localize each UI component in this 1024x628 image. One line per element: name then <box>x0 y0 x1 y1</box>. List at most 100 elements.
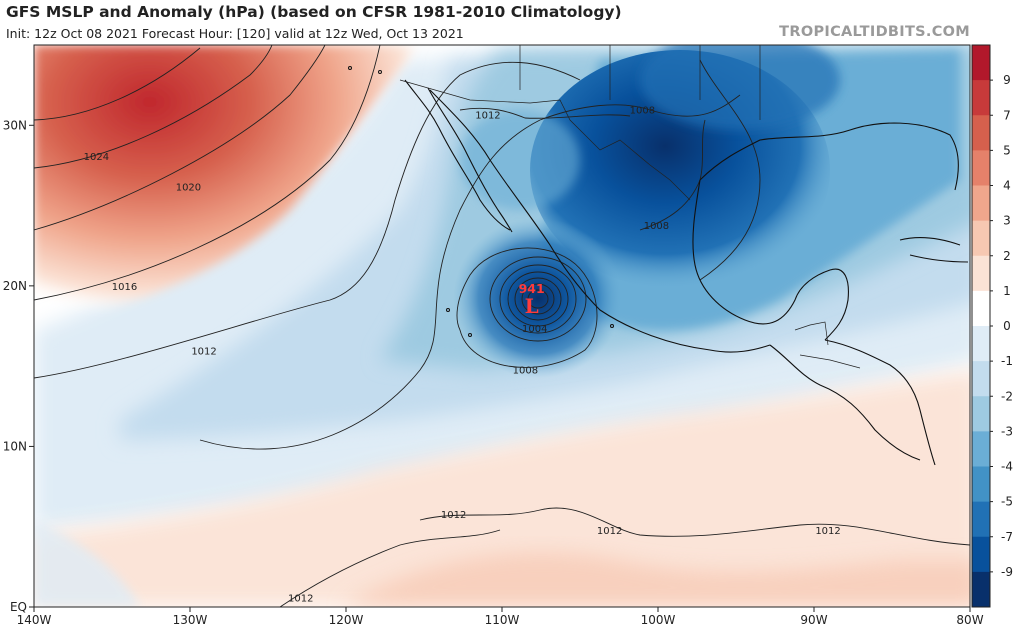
isobar-1004 <box>489 256 587 342</box>
southern-positive-region <box>34 371 970 607</box>
cuba <box>899 236 969 263</box>
island <box>610 324 614 328</box>
isobar-label: 1008 <box>513 366 538 377</box>
map-panel: 1024 1020 1016 1012 1012 1008 1008 1004 1008 1012… <box>34 45 970 607</box>
central-america-pacific-coast <box>769 344 921 461</box>
colorbar-segment <box>972 431 990 467</box>
central-america-borders <box>794 321 861 369</box>
state-borders <box>519 45 761 120</box>
cyclone-anomaly <box>453 218 623 378</box>
lon-tick-label: 130W <box>173 613 208 627</box>
isobars <box>34 45 970 607</box>
isobar-1008-east <box>699 59 761 281</box>
colorbar-tick-label: 2 <box>1003 249 1011 263</box>
lat-tick-label: 10N <box>3 439 27 453</box>
longitude-axis: 140W 130W 120W 110W 100W 90W 80W <box>17 607 984 627</box>
island <box>348 66 352 70</box>
isobar-label: 1012 <box>441 510 466 521</box>
colorbar-segment <box>972 536 990 573</box>
isobar-1008-cyclone <box>456 247 598 368</box>
colorbar-tick-label: 0 <box>1003 319 1011 333</box>
isobar-label: 1008 <box>644 221 669 232</box>
isobar-label: 1008 <box>630 105 655 116</box>
isobar-label: 1012 <box>815 526 840 537</box>
lat-tick-label: EQ <box>10 600 27 614</box>
coastlines <box>404 79 969 466</box>
colorbar-tick-label: 5 <box>1003 143 1011 157</box>
latitude-axis: 30N 20N 10N EQ <box>3 118 34 614</box>
colorbar-segment <box>972 115 990 151</box>
baja-west-coast <box>404 79 511 231</box>
island <box>378 70 382 74</box>
caribbean-coast <box>824 339 936 466</box>
isobar-1012-south <box>419 507 970 546</box>
colorbar-tick-label: 3 <box>1003 214 1011 228</box>
colorbar-segment <box>972 571 990 608</box>
island <box>446 308 450 312</box>
southwest-weak-negative <box>34 520 140 607</box>
colorbar-segment <box>972 220 990 257</box>
map-title: GFS MSLP and Anomaly (hPa) (based on CFS… <box>6 3 622 21</box>
lon-tick-label: 120W <box>329 613 364 627</box>
colorbar-segment <box>972 501 990 538</box>
colorbar-tick-label: 7 <box>1003 108 1011 122</box>
isobar-label: 1016 <box>112 282 137 293</box>
isobar-988 <box>514 277 562 321</box>
islands <box>348 66 614 337</box>
isobar-1024 <box>34 45 273 169</box>
colorbar-segment <box>972 150 990 186</box>
island <box>468 333 472 337</box>
high-positive-anomaly <box>34 45 420 330</box>
colorbar-tick-label: -7 <box>1001 530 1013 544</box>
isobar-960 <box>527 289 549 309</box>
lat-tick-label: 20N <box>3 279 27 293</box>
isobar-1020 <box>34 45 326 231</box>
colorbar: 9 7 5 4 3 2 1 0 -1 -2 -3 -4 -5 -7 -9 <box>971 44 1013 608</box>
isobar-1028 <box>34 47 201 121</box>
isobar-1012-west <box>34 61 581 379</box>
colorbar-segment <box>972 326 990 362</box>
lon-tick-label: 80W <box>956 613 983 627</box>
lon-tick-label: 90W <box>800 613 827 627</box>
us-mexico-border <box>399 79 691 201</box>
colorbar-tick-label: 4 <box>1003 179 1011 193</box>
isobar-996 <box>507 271 569 327</box>
gulf-coast <box>692 179 849 341</box>
lat-tick-label: 30N <box>3 118 27 132</box>
colorbar-segment <box>972 466 990 503</box>
baja-east-coast <box>427 87 513 233</box>
colorbar-tick-label: -3 <box>1001 424 1013 438</box>
watermark: TROPICALTIDBITS.COM <box>779 24 970 40</box>
isobar-1012-inner <box>199 94 741 450</box>
baja-low-anomaly <box>460 110 580 210</box>
isobar-1016 <box>34 45 381 301</box>
colorbar-segment <box>972 396 990 432</box>
colorbar-tick-label: -2 <box>1001 389 1013 403</box>
isobar-1000 <box>499 264 577 334</box>
cyclone-marker: 941 L <box>519 281 545 318</box>
isobar-label: 1012 <box>288 594 313 605</box>
map-subtitle: Init: 12z Oct 08 2021 Forecast Hour: [12… <box>6 26 464 41</box>
isobar-1008-north <box>459 107 631 119</box>
low-pressure-symbol: L <box>525 294 539 318</box>
isobar-label: 1004 <box>522 324 547 335</box>
lon-tick-label: 140W <box>17 613 52 627</box>
isobar-label: 1012 <box>475 110 500 121</box>
isobar-label: 1012 <box>191 346 216 357</box>
isobar-label: 1012 <box>597 526 622 537</box>
colorbar-segment <box>972 45 990 81</box>
isobar-1012-southwest <box>279 529 501 607</box>
mexico-pacific-coast <box>429 89 771 353</box>
us-gulf-coast <box>699 122 959 191</box>
isobar-976 <box>521 283 555 315</box>
lon-tick-label: 110W <box>485 613 520 627</box>
colorbar-segment <box>972 185 990 222</box>
southern-positive-core <box>340 552 970 607</box>
colorbar-tick-label: 1 <box>1003 284 1011 298</box>
cyclone-pressure-label: 941 <box>519 281 545 296</box>
colorbar-segment <box>972 80 990 116</box>
anomaly-shading <box>34 45 970 607</box>
colorbar-segment <box>972 290 990 327</box>
north-low-anomaly <box>640 45 840 130</box>
